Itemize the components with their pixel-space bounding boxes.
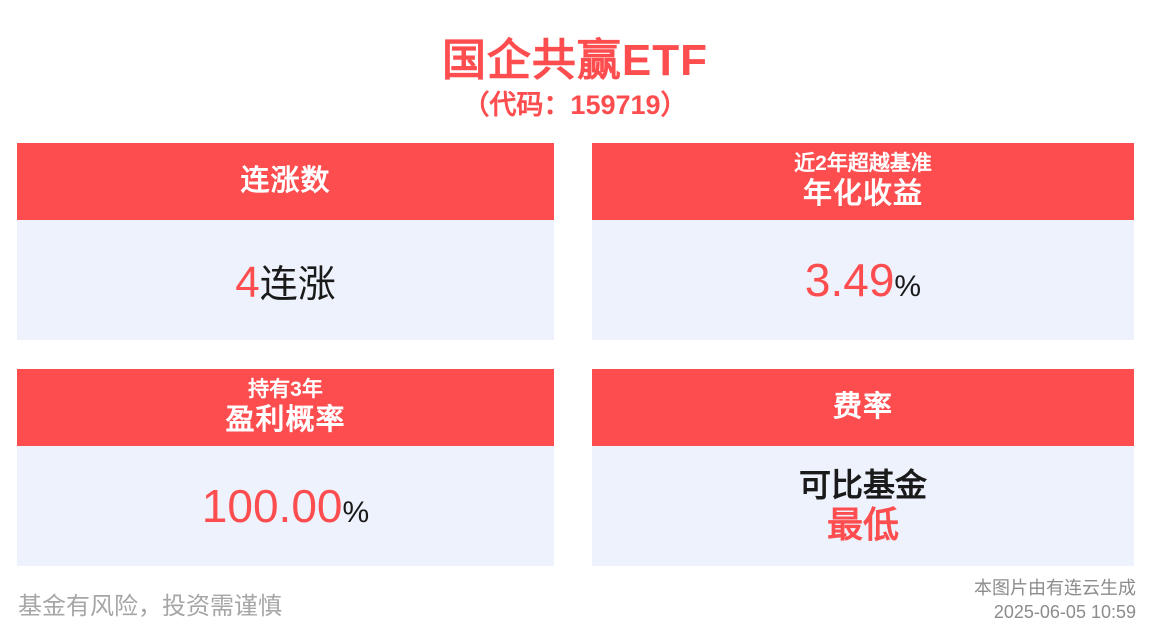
card-header: 近2年超越基准 年化收益 bbox=[592, 143, 1134, 220]
card-consecutive-gains: 连涨数 4 连涨 bbox=[17, 143, 554, 340]
card-header-sub-label: 持有3年 bbox=[248, 378, 323, 401]
card-value-unit: % bbox=[894, 270, 922, 303]
card-header-label: 盈利概率 bbox=[225, 403, 346, 436]
card-value-unit: % bbox=[342, 496, 370, 529]
page-title: 国企共赢ETF bbox=[441, 36, 709, 85]
card-value-number: 3.49 bbox=[804, 254, 895, 306]
card-body: 3.49% bbox=[592, 220, 1134, 340]
card-value-line2: 最低 bbox=[826, 503, 899, 545]
card-value: 100.00% bbox=[202, 479, 369, 533]
card-fee-rate: 费率 可比基金 最低 bbox=[592, 369, 1134, 566]
page-subtitle-fund-code: （代码：159719） bbox=[462, 90, 688, 120]
image-credit-text: 本图片由有连云生成 bbox=[974, 578, 1136, 598]
card-value-suffix: 连涨 bbox=[259, 263, 336, 306]
card-annualized-return: 近2年超越基准 年化收益 3.49% bbox=[592, 143, 1134, 340]
card-value-number: 4 bbox=[235, 257, 260, 307]
card-header-label: 费率 bbox=[832, 391, 893, 424]
card-header-label: 连涨数 bbox=[240, 165, 331, 198]
card-body: 4 连涨 bbox=[17, 220, 554, 340]
stat-card-grid: 连涨数 4 连涨 近2年超越基准 年化收益 3.49% 持有3年 盈利概率 100… bbox=[17, 143, 1134, 566]
card-value-number: 100.00 bbox=[201, 480, 343, 532]
card-header: 连涨数 bbox=[17, 143, 554, 220]
generation-timestamp: 2025-06-05 10:59 bbox=[993, 602, 1136, 623]
card-header-label: 年化收益 bbox=[802, 177, 923, 210]
risk-disclaimer-text: 基金有风险，投资需谨慎 bbox=[18, 593, 282, 620]
card-value: 3.49% bbox=[805, 253, 921, 307]
card-profit-probability: 持有3年 盈利概率 100.00% bbox=[17, 369, 554, 566]
card-value-line1: 可比基金 bbox=[798, 466, 927, 503]
card-value: 4 连涨 bbox=[235, 253, 336, 308]
card-header: 持有3年 盈利概率 bbox=[17, 369, 554, 446]
image-credit-block: 本图片由有连云生成 2025-06-05 10:59 bbox=[974, 576, 1136, 625]
card-header: 费率 bbox=[592, 369, 1134, 446]
card-body: 100.00% bbox=[17, 446, 554, 566]
card-body: 可比基金 最低 bbox=[592, 446, 1134, 566]
card-header-sub-label: 近2年超越基准 bbox=[794, 152, 932, 175]
